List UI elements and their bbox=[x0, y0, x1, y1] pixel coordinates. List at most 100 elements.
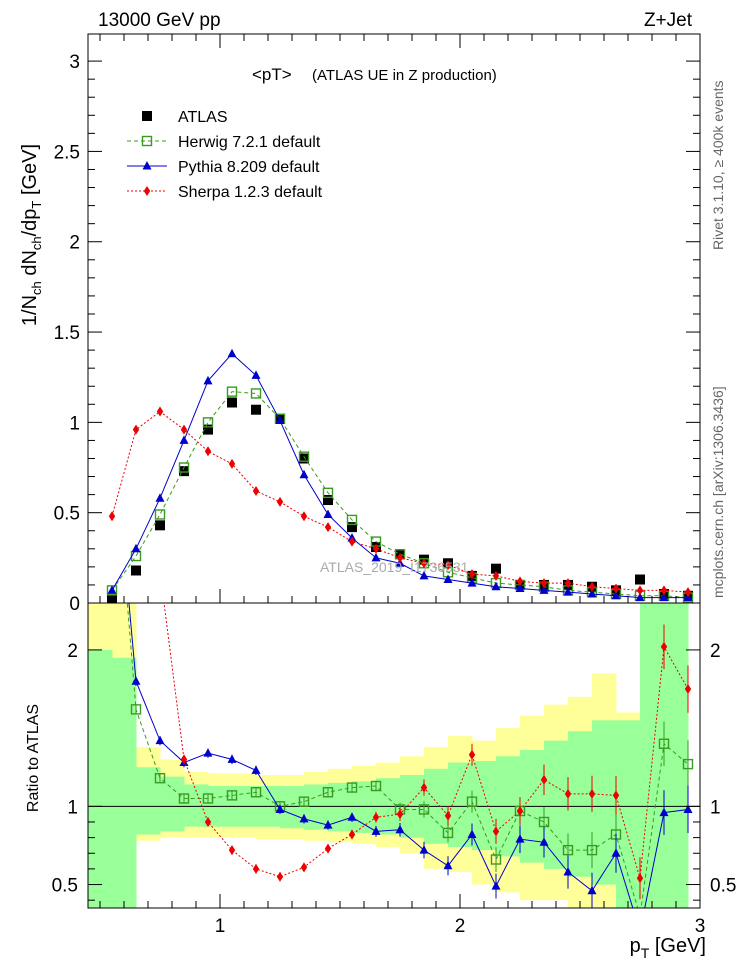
main-point bbox=[660, 585, 668, 596]
legend-marker bbox=[143, 186, 151, 196]
ratio-point bbox=[562, 844, 574, 856]
side-label-top: Rivet 3.1.10, ≥ 400k events bbox=[710, 80, 726, 250]
main-point bbox=[564, 578, 572, 589]
svg-text:1/Nch dNch/dpT [GeV]: 1/Nch dNch/dpT [GeV] bbox=[19, 144, 44, 326]
ratio-point bbox=[299, 813, 309, 823]
main-point bbox=[108, 511, 116, 522]
main-point bbox=[612, 583, 620, 594]
main-point bbox=[348, 536, 356, 547]
plot-subtitle: (ATLAS UE in Z production) bbox=[312, 67, 497, 84]
ratio-point bbox=[658, 738, 670, 749]
main-point bbox=[372, 543, 380, 554]
ratio-point bbox=[251, 765, 261, 774]
ratio-point bbox=[492, 826, 500, 837]
main-point bbox=[492, 570, 500, 581]
main-point bbox=[588, 581, 596, 592]
main-point bbox=[226, 386, 238, 397]
ratio-point bbox=[300, 862, 308, 873]
main-point bbox=[396, 552, 404, 563]
main-point bbox=[420, 558, 428, 569]
main-point bbox=[130, 550, 142, 562]
main-point bbox=[443, 574, 453, 584]
main-point bbox=[324, 522, 332, 533]
legend-entry-2: Pythia 8.209 default bbox=[127, 159, 320, 176]
legend-label: Pythia 8.209 default bbox=[178, 159, 320, 176]
ratio-point bbox=[322, 787, 334, 798]
main-point bbox=[299, 453, 309, 464]
legend-entry-1: Herwig 7.2.1 default bbox=[127, 134, 321, 151]
main-point bbox=[587, 588, 597, 598]
main-point bbox=[491, 563, 501, 574]
band-green bbox=[616, 720, 641, 908]
ratio-point bbox=[131, 676, 141, 685]
ratio-point bbox=[323, 820, 333, 829]
main-point bbox=[516, 576, 524, 587]
main-point bbox=[300, 511, 308, 522]
ratio-ytick-label-right: 2 bbox=[710, 641, 721, 662]
main-point bbox=[515, 583, 525, 593]
ratio-point bbox=[226, 790, 238, 801]
main-point bbox=[636, 585, 644, 596]
main-point bbox=[539, 585, 549, 594]
main-point bbox=[228, 458, 236, 469]
ratio-point bbox=[587, 885, 597, 895]
ratio-point bbox=[202, 793, 214, 804]
main-point bbox=[468, 569, 476, 580]
ratio-point bbox=[348, 829, 356, 840]
band-green bbox=[448, 762, 473, 847]
x-axis-label: pT [GeV] bbox=[630, 935, 706, 961]
main-point bbox=[204, 446, 212, 457]
main-point bbox=[156, 406, 164, 417]
ratio-panel: 0.5 0.5 1 1 2 2 1 2 3 Ratio to ATLAS bbox=[25, 602, 736, 937]
ratio-point bbox=[419, 845, 429, 854]
main-point bbox=[322, 487, 334, 499]
main-point bbox=[203, 375, 213, 385]
ratio-point bbox=[155, 735, 165, 745]
main-point bbox=[131, 565, 141, 576]
band-green bbox=[88, 649, 113, 908]
main-plot-content bbox=[106, 348, 694, 603]
ratio-ytick-label-right: 0.5 bbox=[710, 876, 736, 897]
main-ytick-label: 3 bbox=[69, 52, 80, 73]
ratio-point bbox=[396, 809, 404, 820]
ratio-plot-content bbox=[88, 603, 700, 908]
watermark: ATLAS_2019_I1736531 bbox=[320, 559, 469, 575]
ratio-point bbox=[130, 704, 142, 715]
ratio-point bbox=[515, 834, 525, 843]
ratio-point bbox=[660, 641, 668, 652]
main-point bbox=[323, 495, 333, 506]
xtick-label: 3 bbox=[695, 916, 706, 937]
ratio-point bbox=[683, 804, 693, 813]
main-point bbox=[276, 496, 284, 507]
main-point bbox=[347, 522, 357, 533]
ratio-point bbox=[468, 749, 476, 760]
main-point bbox=[563, 587, 573, 596]
ratio-point bbox=[491, 881, 501, 890]
main-point bbox=[684, 587, 692, 598]
main-point bbox=[131, 543, 141, 553]
ratio-point bbox=[563, 867, 573, 876]
ratio-point bbox=[684, 684, 692, 695]
plot-title: <pT> bbox=[252, 65, 292, 84]
ratio-point bbox=[538, 816, 550, 828]
ratio-point bbox=[372, 812, 380, 823]
main-axes: 0 0.5 1 1.5 2 2.5 3 bbox=[54, 33, 701, 615]
ratio-series-2 bbox=[163, 603, 692, 900]
main-point bbox=[179, 435, 189, 444]
main-ylabel: 1/Nch dNch/dpT [GeV] bbox=[19, 144, 44, 326]
ratio-point bbox=[467, 829, 477, 838]
ratio-point bbox=[275, 804, 285, 813]
main-series-2 bbox=[107, 348, 693, 602]
band-green bbox=[544, 740, 569, 869]
band-green bbox=[664, 603, 689, 908]
ratio-point bbox=[347, 812, 357, 821]
main-point bbox=[227, 348, 237, 358]
ratio-point bbox=[276, 871, 284, 882]
main-ytick-label: 0.5 bbox=[54, 504, 80, 525]
ratio-point bbox=[324, 843, 332, 854]
ratio-point bbox=[682, 758, 694, 770]
main-point bbox=[180, 424, 188, 435]
legend-entry-0: ATLAS bbox=[142, 109, 228, 126]
main-point bbox=[155, 520, 165, 531]
